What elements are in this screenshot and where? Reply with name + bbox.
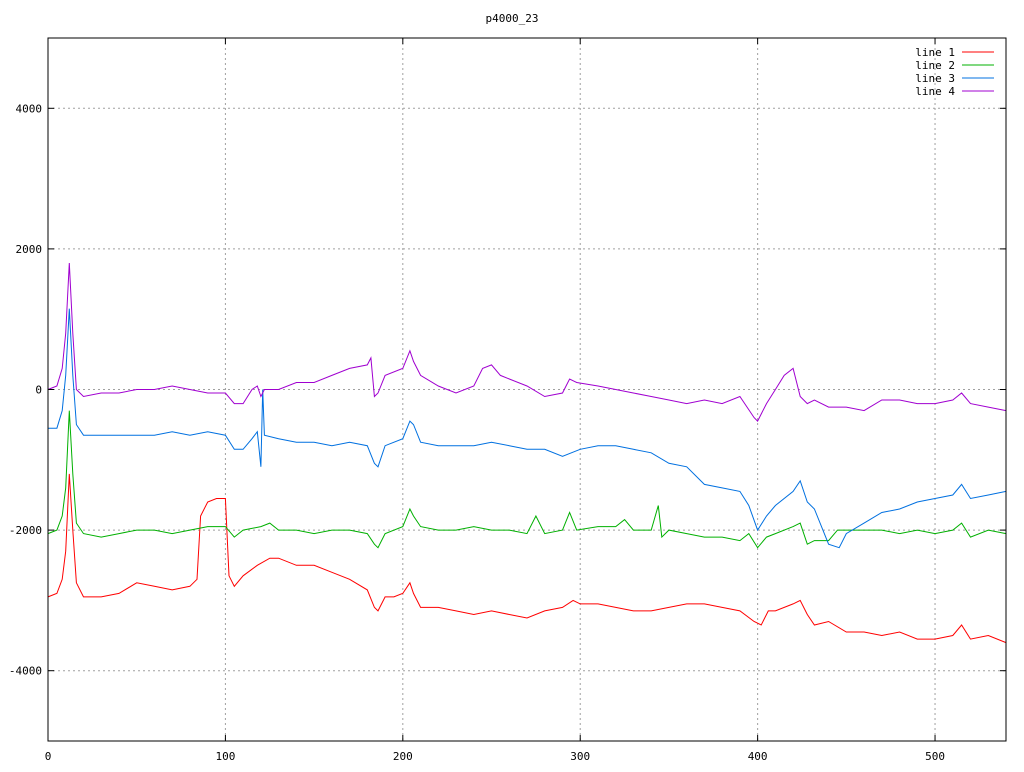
x-tick-label: 200	[393, 750, 413, 763]
legend-label-3: line 3	[915, 72, 955, 85]
x-tick-label: 400	[748, 750, 768, 763]
y-tick-label: -2000	[9, 524, 42, 537]
legend-label-1: line 1	[915, 46, 955, 59]
y-tick-label: 4000	[16, 102, 43, 115]
x-tick-label: 100	[215, 750, 235, 763]
chart-title: p4000_23	[486, 12, 539, 25]
y-tick-label: -4000	[9, 665, 42, 678]
x-tick-label: 300	[570, 750, 590, 763]
y-tick-label: 0	[35, 384, 42, 397]
axes: -4000 -2000 0 2000 4000 0 100 200 300 400 500	[9, 38, 1006, 763]
series-line-3	[48, 308, 1007, 549]
legend-label-4: line 4	[915, 85, 955, 98]
x-tick-label: 0	[45, 750, 52, 763]
series-line-1	[47, 473, 1007, 644]
series-lines	[47, 262, 1007, 644]
series-line-4	[47, 262, 1007, 422]
x-tick-label: 500	[925, 750, 945, 763]
series-line-2	[47, 410, 1007, 549]
legend-label-2: line 2	[915, 59, 955, 72]
grid	[48, 38, 1006, 741]
y-tick-label: 2000	[16, 243, 43, 256]
